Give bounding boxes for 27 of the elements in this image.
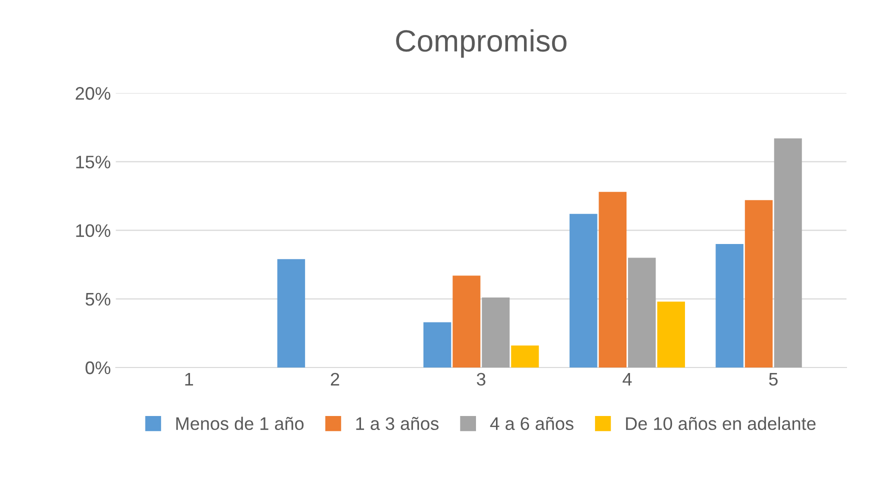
y-tick-label: 0% <box>86 361 110 374</box>
bar <box>657 302 685 368</box>
bar <box>511 346 539 368</box>
bar <box>423 322 452 368</box>
bar <box>774 138 802 368</box>
bar <box>598 192 627 368</box>
bar <box>452 276 480 368</box>
legend-label: Menos de 1 año <box>176 416 304 430</box>
bar <box>744 200 773 368</box>
bar <box>570 214 598 368</box>
legend-label: 4 a 6 años <box>490 416 574 430</box>
bar <box>482 298 510 368</box>
x-tick-label: 3 <box>476 372 486 386</box>
bar <box>277 259 306 368</box>
legend-label: 1 a 3 años <box>356 416 439 430</box>
bar <box>628 258 656 368</box>
x-tick-label: 4 <box>622 373 632 386</box>
x-tick-label: 1 <box>185 373 194 386</box>
legend-label: De 10 años en adelante <box>626 416 816 430</box>
bar <box>716 244 744 368</box>
y-tick-label: 20% <box>76 87 110 100</box>
x-tick-label: 2 <box>330 372 340 386</box>
y-tick-label: 5% <box>86 292 110 306</box>
x-tick-label: 5 <box>769 373 778 386</box>
chart-title: Compromiso <box>396 29 566 58</box>
y-tick-label: 15% <box>76 156 110 168</box>
y-tick-label: 10% <box>76 224 110 238</box>
